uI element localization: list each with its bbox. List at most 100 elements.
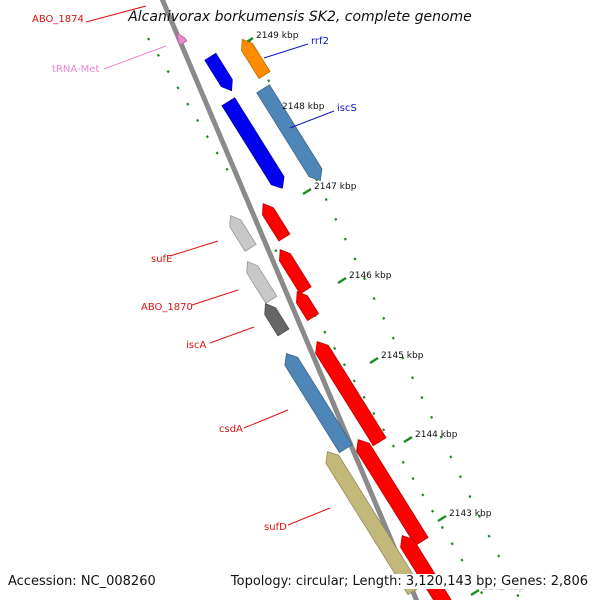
genome-backbone [159,0,420,600]
leader-iscS [289,110,335,129]
kbp-tick-mark [337,276,347,285]
outer-scale-dot [487,534,491,538]
gene-feature-sufE-partner [229,215,257,252]
gene-label-sufD: sufD [264,522,287,533]
gene-label-iscS: iscS [337,103,357,114]
gene-feature-tRNA-Met [176,31,188,46]
inner-scale-dot [421,493,425,497]
inner-scale-dot [372,411,376,416]
leader-tRNA-Met [103,45,167,70]
kbp-tick-label: 2145 kbp [381,351,424,361]
outer-scale-dot [420,395,424,400]
kbp-tick-label: 2149 kbp [256,31,299,41]
leader-layer [85,5,335,526]
kbp-tick-label: 2146 kbp [349,271,392,281]
outer-scale-dot [410,376,414,380]
kbp-tick-mark [302,187,312,196]
outer-scale-dot [372,296,376,301]
kbp-tick-label: 2144 kbp [415,430,458,440]
outer-scale-dot [343,237,347,241]
inner-scale-dot [352,379,356,383]
gene-feature-rrf2-partner [204,52,233,92]
outer-scale-dot [468,494,472,499]
inner-scale-dot [460,558,464,562]
inner-scale-dot [176,86,180,90]
gene-feature-csdA-partner [284,353,353,454]
inner-scale-dot [205,135,209,139]
inner-scale-dot [323,330,327,334]
gene-feature-iscS-partner [221,97,285,189]
outer-scale-dot [401,356,405,360]
outer-scale-dot [478,514,482,518]
text-layer: 2149 kbp 2148 kbp 2147 kbp 2146 kbp 2145 kbp… [32,14,525,593]
outer-scale-dot [516,594,520,598]
inner-scale-dot [411,477,415,481]
kbp-tick-mark [369,356,379,365]
outer-scale-dot [267,79,271,83]
kbp-tick-mark [437,514,447,523]
leader-iscA [209,326,255,344]
inner-scale-dot [362,395,366,399]
inner-scale-dot [186,102,190,106]
leader-csdA [243,409,289,429]
kbp-tick-label: 2143 kbp [449,509,492,519]
gene-feature-sufE [262,203,291,242]
outer-scale-dot [449,455,453,459]
kbp-tick-mark [470,588,480,597]
outer-scale-dot [497,554,501,558]
gene-label-rrf2: rrf2 [311,36,329,47]
gene-feature-sufD-partner [325,451,422,596]
inner-scale-dot [440,525,444,530]
outer-scale-dot [324,197,328,202]
gene-feature-csdA [315,341,387,447]
kbp-tick-label: 2147 kbp [314,182,357,192]
leader-ABO_1874 [85,5,147,23]
gene-label-ABO_1870: ABO_1870 [141,302,193,313]
leader-ABO_1870 [191,289,239,306]
inner-scale-dot [215,151,219,155]
inner-scale-dot [166,69,170,74]
leader-sufD [287,507,331,526]
gene-label-csdA: csdA [219,424,243,435]
inner-scale-dot [225,167,229,171]
gene-label-tRNA-Met: tRNA-Met [52,64,99,75]
outer-scale-dot [439,435,443,439]
inner-scale-dot [274,249,278,253]
outer-scale-dot [382,316,386,320]
topology-text: Topology: circular; Length: 3,120,143 bp… [227,574,590,589]
outer-scale-dot [334,217,338,221]
inner-scale-dot [401,460,405,464]
kbp-tick-mark [403,435,413,444]
gene-feature-ABO_1870-partner [246,261,278,304]
inner-scale-dot [450,542,454,546]
outer-scale-dot [430,415,434,419]
outer-scale-dot [363,277,367,281]
gene-feature-sufD [356,439,429,546]
inner-scale-dot [342,363,347,367]
outer-scale-dot [391,336,395,340]
gene-feature-rrf2 [241,38,271,79]
outer-scale-dot [353,257,357,261]
inner-scale-dot [391,444,395,448]
inner-scale-dot [480,591,484,595]
leader-rrf2 [263,43,309,59]
inner-scale-dot [333,346,337,350]
gene-feature-ABO_1870 [279,249,312,295]
gene-feature-iscA-partner [264,303,290,337]
gene-label-ABO_1874: ABO_1874 [32,14,84,25]
inner-scale-dot [147,37,151,41]
map-title: Alcanivorax borkumensis SK2, complete ge… [128,9,472,25]
feature-layer [157,0,452,600]
gene-label-sufE: sufE [151,254,172,265]
kbp-tick-label: 2148 kbp [282,102,325,112]
gene-feature-iscA [296,291,320,322]
leader-sufE [169,240,219,257]
inner-scale-dot [431,509,435,513]
inner-scale-dot [196,118,200,123]
inner-scale-dot [382,428,386,432]
gene-feature-iscS [256,84,323,181]
gene-label-iscA: iscA [186,340,206,351]
outer-scale-dot [458,475,462,479]
accession-text: Accession: NC_008260 [8,574,158,589]
